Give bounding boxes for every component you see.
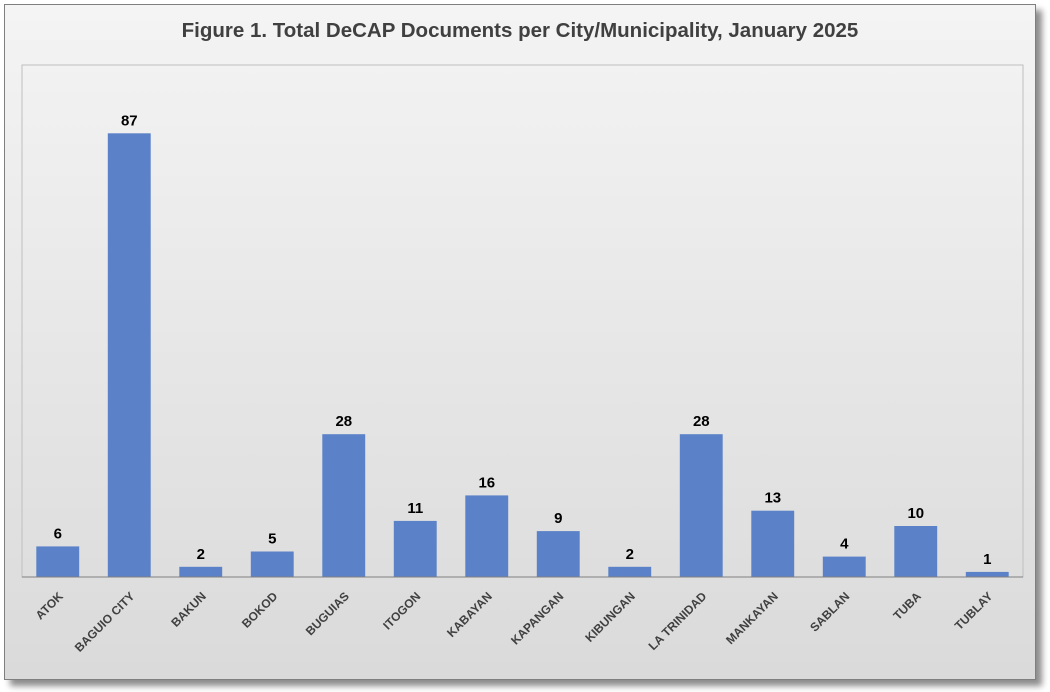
data-label: 6 [54, 525, 62, 542]
data-label: 10 [907, 505, 924, 522]
x-tick-labels-group: ATOK BAGUIO CITY BAKUN BOKOD BUGUIAS ITOGON KA… [33, 589, 996, 655]
bar-itogon [393, 520, 437, 577]
bar-atok [36, 546, 80, 577]
data-label: 2 [197, 546, 205, 563]
bar-tuba [894, 526, 938, 577]
data-label: 1 [983, 551, 991, 568]
plot-frame [21, 64, 1024, 578]
x-tick-label: BOKOD [239, 589, 281, 631]
data-label: 5 [268, 531, 276, 548]
bar-baguio-city [107, 133, 151, 578]
data-labels-group: 6 87 2 5 28 11 16 9 2 28 13 4 10 1 [54, 112, 992, 568]
data-label: 28 [693, 413, 710, 430]
plot-area: 6 87 2 5 28 11 16 9 2 28 13 4 10 1 ATOK BAGUIO CITY BAK… [21, 64, 1024, 655]
bar-mankayan [751, 510, 795, 577]
bars-group [36, 133, 1009, 578]
data-label: 28 [335, 413, 352, 430]
x-tick-label: TUBA [890, 589, 924, 623]
x-tick-label: KIBUNGAN [582, 589, 638, 645]
data-label: 4 [840, 536, 849, 553]
bar-bakun [179, 566, 223, 577]
data-label: 11 [407, 500, 423, 517]
x-tick-label: BUGUIAS [303, 589, 352, 638]
x-tick-label: ITOGON [380, 589, 423, 632]
data-label: 16 [478, 474, 495, 491]
x-tick-label: TUBLAY [952, 589, 996, 633]
bar-la-trinidad [679, 434, 723, 577]
chart-frame: Figure 1. Total DeCAP Documents per City… [4, 4, 1036, 680]
x-tick-label: ATOK [33, 589, 66, 622]
bar-kibungan [608, 566, 652, 577]
bar-kapangan [536, 531, 580, 577]
bar-bokod [250, 551, 294, 577]
x-tick-label: LA TRINIDAD [646, 589, 710, 653]
x-tick-label: BAKUN [168, 589, 209, 630]
bar-sablan [822, 556, 866, 577]
bar-kabayan [465, 495, 509, 577]
bar-buguias [322, 434, 366, 577]
x-tick-label: MANKAYAN [723, 589, 781, 647]
x-tick-label: KABAYAN [444, 589, 495, 640]
x-tick-label: SABLAN [807, 589, 852, 634]
chart-title: Figure 1. Total DeCAP Documents per City… [181, 19, 859, 42]
data-label: 13 [764, 490, 781, 507]
bar-tublay [965, 571, 1009, 577]
data-label: 87 [121, 112, 138, 129]
x-tick-label: BAGUIO CITY [72, 589, 138, 655]
data-label: 2 [626, 546, 634, 563]
data-label: 9 [554, 510, 562, 527]
x-tick-label: KAPANGAN [508, 589, 566, 647]
